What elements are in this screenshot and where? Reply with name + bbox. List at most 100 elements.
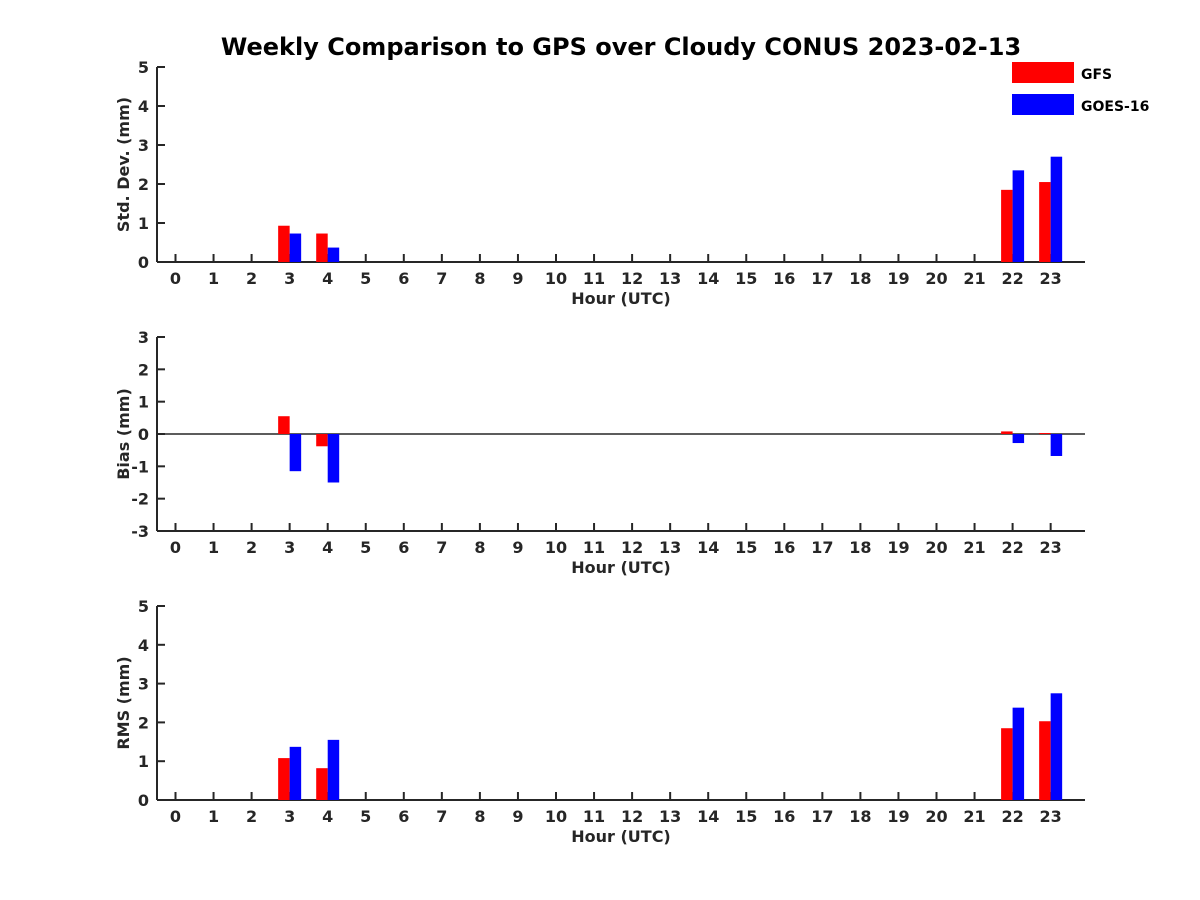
legend-label-goes16: GOES-16 [1081,99,1149,115]
x-tick-label: 22 [1001,538,1023,557]
x-tick-label: 8 [474,807,485,826]
y-tick-label: -2 [131,490,149,509]
chart-title: Weekly Comparison to GPS over Cloudy CON… [221,33,1021,61]
bar-gfs-hour-4 [316,233,328,262]
x-tick-label: 19 [887,538,909,557]
x-tick-label: 10 [545,538,567,557]
bar-goes16-hour-4 [327,739,340,800]
x-tick-label: 4 [322,807,333,826]
y-tick-label: 3 [138,675,149,694]
y-tick-label: -3 [131,522,149,541]
y-tick-label: 2 [138,175,149,194]
bar-goes16-hour-4 [327,247,340,262]
x-tick-label: 17 [811,538,833,557]
x-tick-label: 2 [246,538,257,557]
x-tick-label: 15 [735,807,757,826]
x-tick-label: 8 [474,269,485,288]
y-tick-label: 3 [138,328,149,347]
x-tick-label: 18 [849,807,871,826]
x-tick-label: 22 [1001,269,1023,288]
bar-gfs-hour-3 [278,225,290,262]
x-tick-label: 11 [583,269,605,288]
bar-goes16-hour-22 [1012,707,1025,800]
legend-swatch-gfs [1012,62,1074,83]
y-tick-label: 1 [138,214,149,233]
x-tick-label: 6 [398,807,409,826]
y-tick-label: 0 [138,791,149,810]
x-tick-label: 9 [512,269,523,288]
x-tick-label: 13 [659,269,681,288]
x-tick-label: 7 [436,807,447,826]
y-tick-label: 5 [138,597,149,616]
x-tick-label: 17 [811,269,833,288]
x-tick-label: 19 [887,269,909,288]
x-tick-label: 3 [284,807,295,826]
x-tick-label: 12 [621,269,643,288]
x-tick-label: 12 [621,807,643,826]
y-tick-label: 0 [138,425,149,444]
y-axis-label: RMS (mm) [114,656,133,749]
x-tick-label: 11 [583,538,605,557]
x-tick-label: 21 [963,807,985,826]
bar-gfs-hour-4 [316,768,328,800]
bar-goes16-hour-23 [1050,434,1063,456]
bar-goes16-hour-3 [289,233,302,262]
y-tick-label: 4 [138,636,149,655]
x-tick-label: 14 [697,807,719,826]
legend-label-gfs: GFS [1081,67,1112,83]
x-tick-label: 20 [925,538,947,557]
x-tick-label: 8 [474,538,485,557]
x-tick-label: 15 [735,269,757,288]
x-tick-label: 21 [963,538,985,557]
x-tick-label: 18 [849,538,871,557]
x-tick-label: 20 [925,269,947,288]
bar-gfs-hour-22 [1001,728,1013,800]
x-tick-label: 23 [1040,538,1062,557]
y-tick-label: 1 [138,393,149,412]
x-tick-label: 19 [887,807,909,826]
y-tick-label: 4 [138,97,149,116]
x-tick-label: 13 [659,538,681,557]
x-tick-label: 3 [284,269,295,288]
x-tick-label: 23 [1040,807,1062,826]
x-tick-label: 20 [925,807,947,826]
x-tick-label: 21 [963,269,985,288]
y-tick-label: -1 [131,457,149,476]
bar-gfs-hour-23 [1039,182,1051,262]
x-tick-label: 4 [322,538,333,557]
x-tick-label: 15 [735,538,757,557]
y-tick-label: 3 [138,136,149,155]
bar-goes16-hour-3 [289,746,302,800]
x-tick-label: 0 [170,807,181,826]
x-tick-label: 6 [398,269,409,288]
x-tick-label: 16 [773,807,795,826]
x-tick-label: 16 [773,538,795,557]
bar-gfs-hour-4 [316,434,328,447]
x-tick-label: 4 [322,269,333,288]
y-tick-label: 5 [138,58,149,77]
bar-goes16-hour-3 [289,434,302,472]
x-tick-label: 11 [583,807,605,826]
x-tick-label: 14 [697,269,719,288]
y-axis-label: Bias (mm) [114,388,133,480]
bar-gfs-hour-3 [278,416,290,434]
x-tick-label: 10 [545,807,567,826]
y-tick-label: 2 [138,713,149,732]
x-tick-label: 2 [246,807,257,826]
x-tick-label: 3 [284,538,295,557]
x-tick-label: 5 [360,807,371,826]
x-tick-label: 13 [659,807,681,826]
x-axis-label: Hour (UTC) [571,827,671,846]
x-tick-label: 2 [246,269,257,288]
x-tick-label: 16 [773,269,795,288]
x-tick-label: 0 [170,538,181,557]
bar-gfs-hour-3 [278,758,290,800]
x-tick-label: 1 [208,269,219,288]
bar-goes16-hour-22 [1012,170,1025,262]
x-tick-label: 9 [512,807,523,826]
x-tick-label: 6 [398,538,409,557]
